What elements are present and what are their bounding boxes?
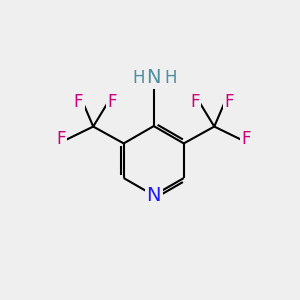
Text: F: F xyxy=(108,93,117,111)
Text: H: H xyxy=(165,69,177,87)
Text: F: F xyxy=(190,93,200,111)
Text: F: F xyxy=(242,130,251,148)
Text: F: F xyxy=(224,93,234,111)
Text: N: N xyxy=(146,68,161,87)
Text: N: N xyxy=(146,186,161,205)
Text: H: H xyxy=(133,69,145,87)
Text: F: F xyxy=(74,93,83,111)
Text: F: F xyxy=(56,130,66,148)
